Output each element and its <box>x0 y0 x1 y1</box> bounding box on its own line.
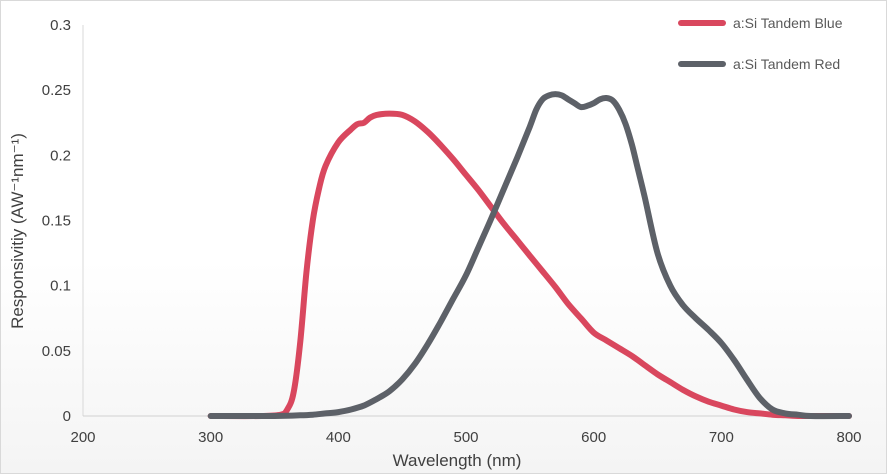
y-tick-label: 0.3 <box>50 17 71 34</box>
y-tick-label: 0.05 <box>42 343 71 360</box>
y-tick-label: 0.15 <box>42 213 71 230</box>
x-tick-labels: 200 300 400 500 600 700 800 <box>70 429 861 446</box>
x-tick-label: 500 <box>453 429 478 446</box>
legend-item-blue[interactable]: a:Si Tandem Blue <box>678 15 843 31</box>
x-tick-label: 300 <box>198 429 223 446</box>
y-axis-title: Responsivitiy (AW⁻¹nm⁻¹) <box>8 133 27 329</box>
x-tick-label: 400 <box>326 429 351 446</box>
legend-item-red[interactable]: a:Si Tandem Red <box>678 56 840 72</box>
y-tick-label: 0.2 <box>50 147 71 164</box>
x-axis-title: Wavelength (nm) <box>393 451 522 470</box>
x-tick-label: 200 <box>70 429 95 446</box>
series-line-red <box>207 91 852 420</box>
y-tick-labels: 0 0.05 0.1 0.15 0.2 0.25 0.3 <box>42 17 71 425</box>
y-tick-label: 0.1 <box>50 278 71 295</box>
x-tick-label: 700 <box>709 429 734 446</box>
y-tick-label: 0 <box>63 408 71 425</box>
y-tick-label: 0.25 <box>42 82 71 99</box>
legend-label-red: a:Si Tandem Red <box>733 56 840 72</box>
legend: a:Si Tandem Blue a:Si Tandem Red <box>678 15 843 72</box>
series-line-blue <box>207 110 852 420</box>
x-tick-label: 600 <box>581 429 606 446</box>
x-tick-label: 800 <box>836 429 861 446</box>
legend-label-blue: a:Si Tandem Blue <box>733 15 843 31</box>
series-lines <box>207 91 852 420</box>
